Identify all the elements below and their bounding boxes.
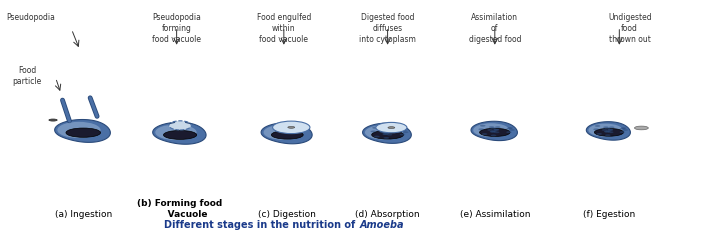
Circle shape [479, 128, 484, 130]
Circle shape [386, 134, 392, 135]
Circle shape [593, 128, 599, 130]
Text: (b) Forming food
     Vacuole: (b) Forming food Vacuole [138, 199, 223, 219]
Circle shape [509, 129, 515, 131]
Circle shape [604, 127, 610, 129]
Circle shape [623, 129, 628, 131]
Circle shape [371, 131, 376, 132]
Circle shape [491, 135, 496, 136]
Circle shape [399, 134, 405, 135]
Circle shape [508, 127, 513, 129]
Ellipse shape [264, 125, 303, 140]
Circle shape [609, 126, 614, 128]
Polygon shape [363, 123, 411, 143]
Circle shape [621, 127, 627, 129]
Circle shape [372, 127, 378, 129]
Circle shape [601, 129, 607, 131]
Circle shape [490, 131, 495, 132]
Text: Digested food
diffuses
into cytoplasm: Digested food diffuses into cytoplasm [359, 13, 416, 44]
Circle shape [619, 131, 625, 133]
Text: Pseudopodia
forming
food vacuole: Pseudopodia forming food vacuole [152, 13, 201, 44]
Ellipse shape [169, 121, 191, 130]
Circle shape [608, 131, 614, 133]
Text: (f) Egestion: (f) Egestion [583, 210, 635, 219]
Ellipse shape [58, 122, 100, 138]
Circle shape [383, 129, 389, 131]
Circle shape [491, 130, 497, 132]
Circle shape [489, 126, 495, 128]
Circle shape [400, 130, 406, 132]
Circle shape [384, 132, 389, 134]
Ellipse shape [634, 126, 648, 130]
Polygon shape [471, 121, 518, 141]
Circle shape [595, 125, 601, 127]
Circle shape [273, 121, 310, 134]
Circle shape [380, 131, 385, 133]
Text: (e) Assimilation: (e) Assimilation [459, 210, 530, 219]
Text: (a) Ingestion: (a) Ingestion [55, 210, 112, 219]
Ellipse shape [271, 131, 304, 139]
Text: Different stages in the nutrition of: Different stages in the nutrition of [164, 220, 358, 230]
Ellipse shape [49, 119, 57, 121]
Circle shape [386, 131, 392, 133]
Circle shape [604, 131, 610, 132]
Ellipse shape [365, 125, 403, 139]
Circle shape [490, 131, 495, 133]
Text: (c) Digestion: (c) Digestion [258, 210, 317, 219]
Ellipse shape [155, 124, 197, 140]
Text: Amoeba: Amoeba [360, 220, 404, 230]
Circle shape [383, 133, 389, 135]
Text: Food
particle: Food particle [12, 66, 42, 86]
Text: Pseudopodia: Pseudopodia [6, 13, 56, 22]
Circle shape [402, 129, 407, 131]
Circle shape [493, 129, 499, 131]
Circle shape [490, 127, 496, 129]
Circle shape [388, 128, 394, 130]
Ellipse shape [594, 128, 624, 136]
Text: Food engulfed
within
food vacuole: Food engulfed within food vacuole [257, 13, 311, 44]
Circle shape [494, 129, 499, 131]
Circle shape [386, 131, 392, 133]
Circle shape [596, 133, 602, 135]
Polygon shape [261, 123, 312, 144]
Ellipse shape [66, 128, 100, 137]
Polygon shape [55, 120, 110, 142]
Text: Undigested
food
thrown out: Undigested food thrown out [608, 13, 652, 44]
Circle shape [480, 125, 485, 127]
Text: Assimilation
of
digested food: Assimilation of digested food [469, 13, 521, 44]
Circle shape [376, 122, 407, 133]
Circle shape [495, 126, 500, 128]
Ellipse shape [388, 127, 395, 128]
Ellipse shape [288, 126, 295, 128]
Circle shape [603, 126, 609, 128]
Circle shape [605, 134, 611, 136]
Circle shape [487, 129, 493, 131]
Circle shape [403, 131, 409, 133]
Circle shape [506, 131, 512, 133]
Ellipse shape [164, 131, 197, 139]
Circle shape [608, 129, 613, 131]
Ellipse shape [588, 124, 623, 137]
Circle shape [381, 128, 387, 130]
Ellipse shape [473, 123, 509, 137]
Ellipse shape [372, 131, 404, 139]
Polygon shape [153, 122, 206, 144]
Circle shape [507, 128, 512, 129]
Polygon shape [586, 122, 630, 140]
Circle shape [494, 131, 500, 133]
Circle shape [382, 133, 388, 135]
Ellipse shape [479, 128, 510, 136]
Circle shape [620, 128, 626, 130]
Circle shape [604, 131, 609, 133]
Circle shape [608, 129, 613, 131]
Circle shape [374, 136, 379, 137]
Text: (d) Absorption: (d) Absorption [355, 210, 420, 219]
Circle shape [606, 130, 611, 132]
Circle shape [384, 137, 389, 139]
Circle shape [482, 133, 487, 135]
